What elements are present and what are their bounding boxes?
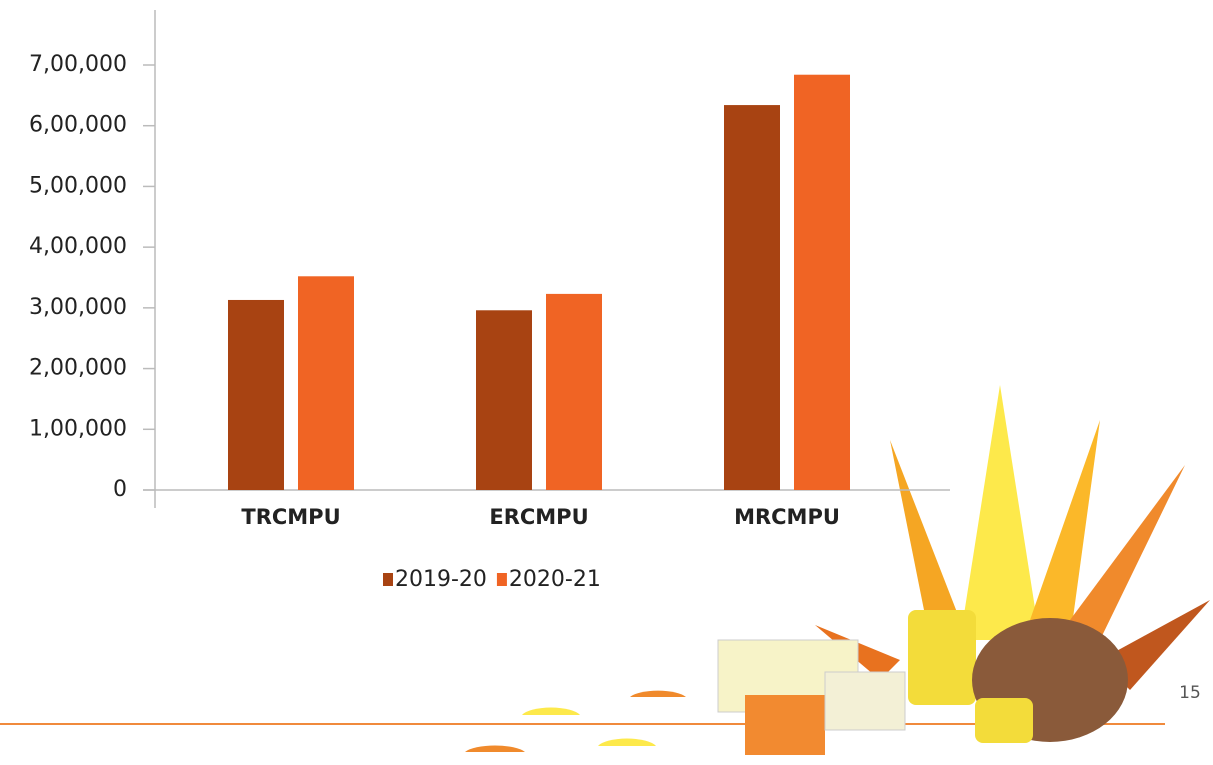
bar [794, 74, 850, 490]
legend-swatch [496, 573, 507, 586]
y-tick-label: 6,00,000 [29, 113, 127, 138]
x-tick-label: MRCMPU [734, 505, 840, 529]
legend-swatch [383, 573, 393, 586]
page-number: 15 [1179, 683, 1201, 703]
y-tick-label: 5,00,000 [29, 173, 127, 198]
x-tick-label: TRCMPU [241, 505, 340, 529]
legend-label: 2019-20 [395, 567, 487, 592]
y-tick-label: 0 [113, 477, 127, 502]
bar [724, 105, 780, 491]
bar [228, 299, 284, 490]
y-tick-label: 2,00,000 [29, 356, 127, 381]
bar [476, 310, 532, 490]
y-tick-label: 3,00,000 [29, 295, 127, 320]
legend-label: 2020-21 [509, 567, 601, 592]
y-tick-label: 4,00,000 [29, 234, 127, 259]
bar [546, 293, 602, 490]
x-tick-label: ERCMPU [489, 505, 588, 529]
y-tick-label: 7,00,000 [29, 52, 127, 77]
y-tick-label: 1,00,000 [29, 416, 127, 441]
decoration [0, 385, 1210, 755]
bar [298, 276, 354, 490]
